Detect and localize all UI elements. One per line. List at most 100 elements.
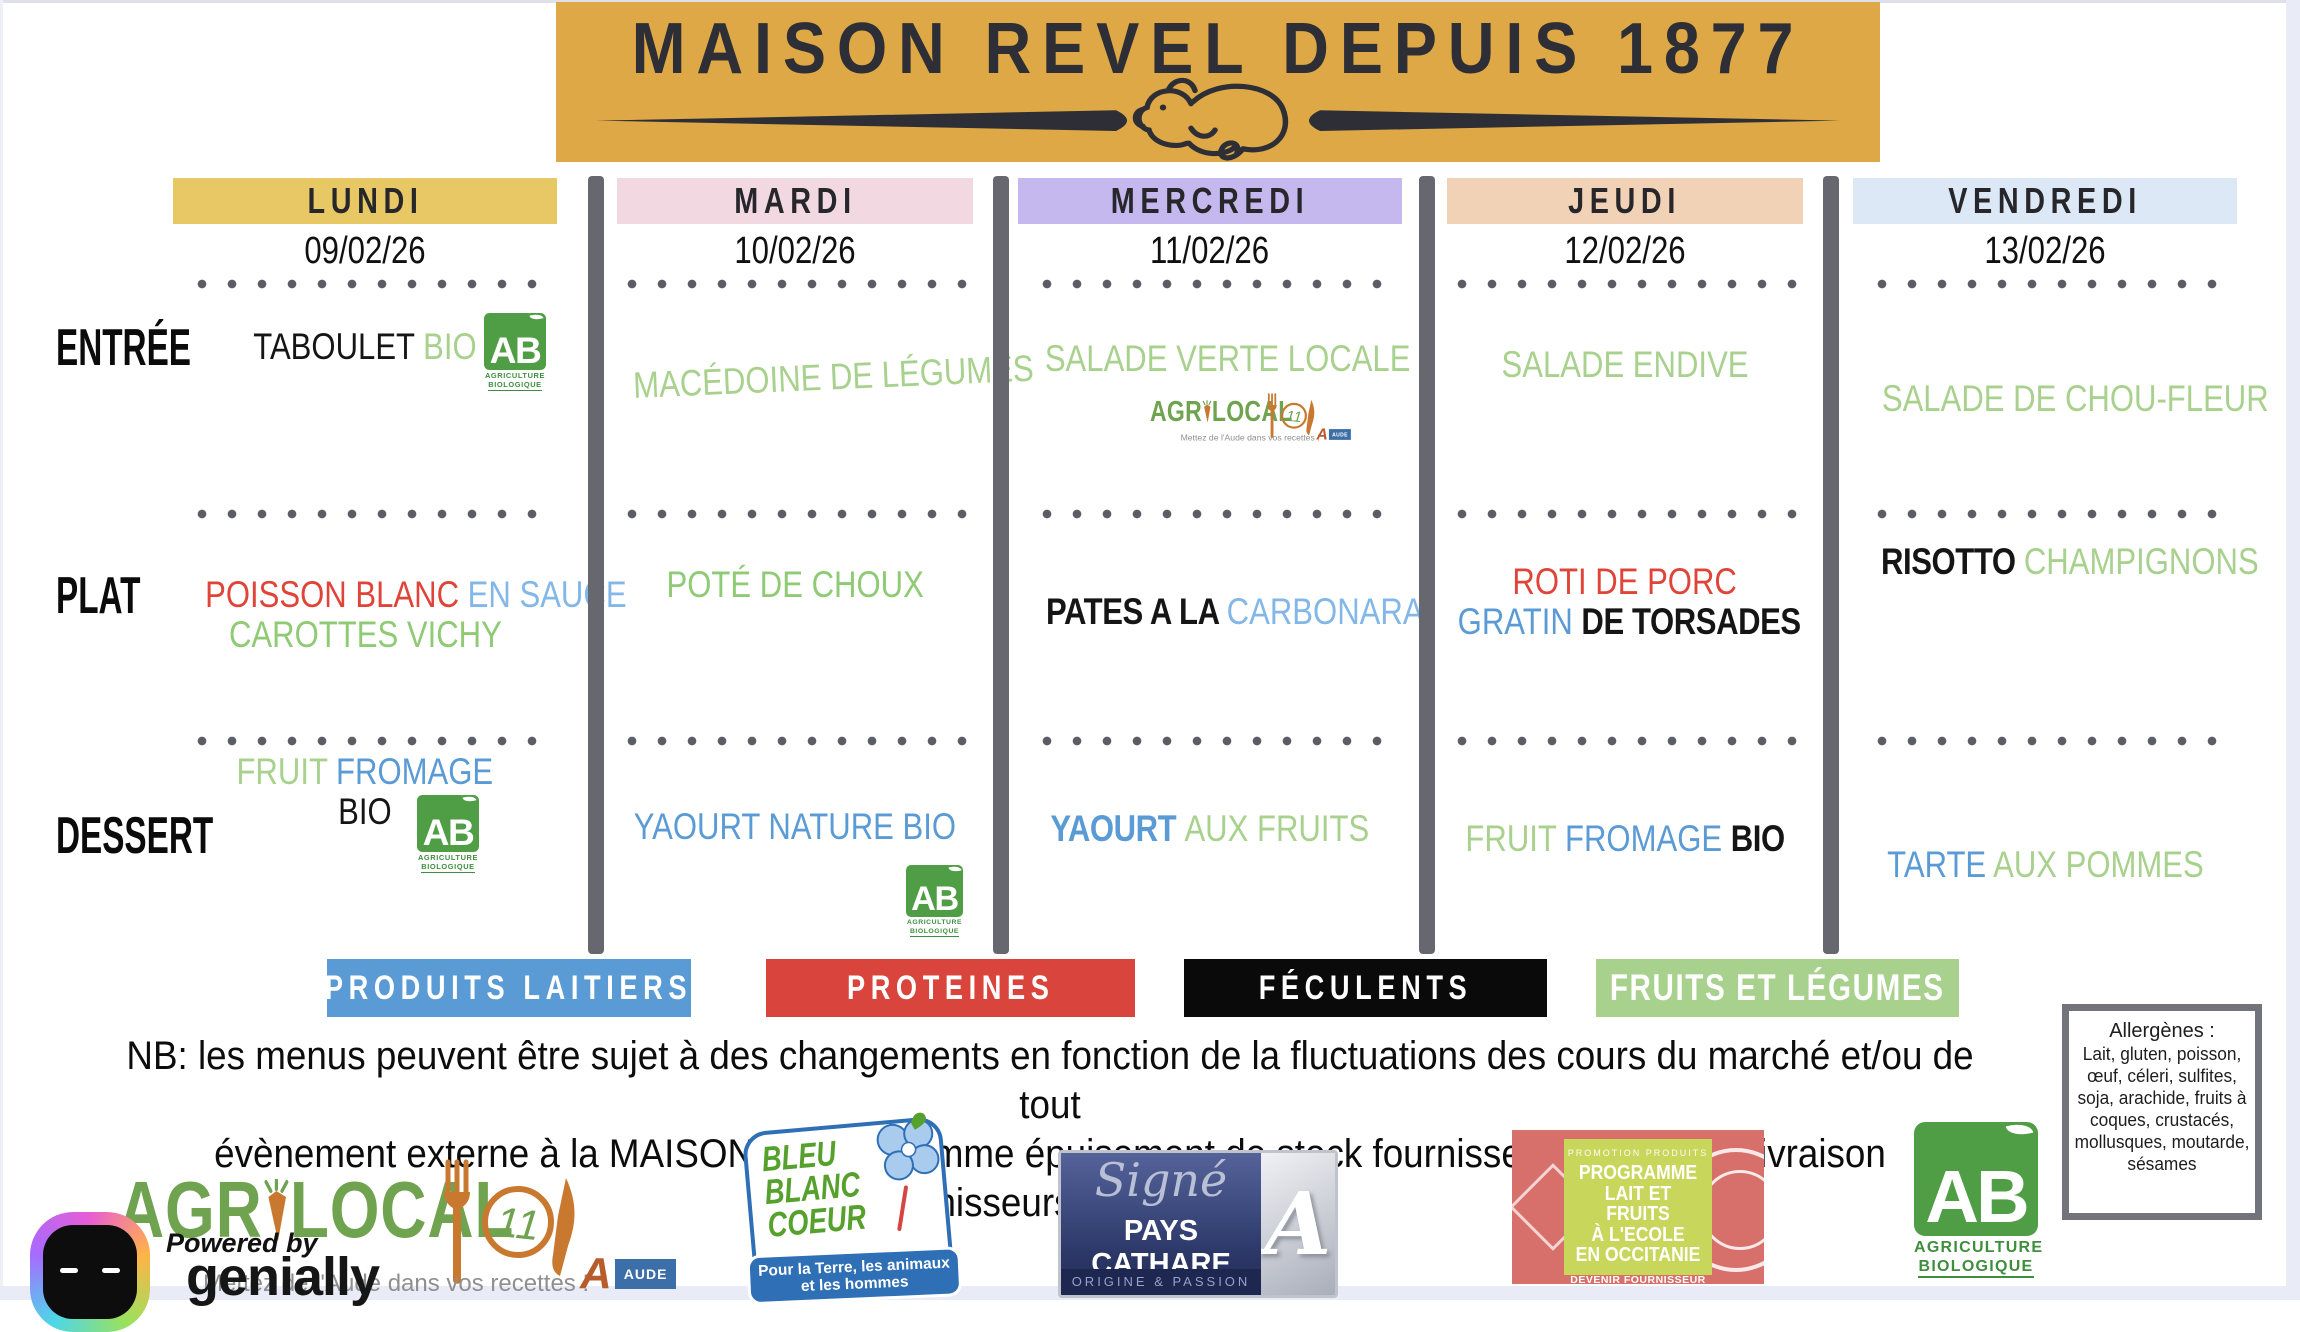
- ab-agriculture-biologique-logo: AB AGRICULTURE BIOLOGIQUE: [417, 788, 479, 873]
- legend-feculents: FÉCULENTS: [1184, 959, 1547, 1017]
- menu-item-line: GRATIN DE TORSADES: [1425, 603, 1825, 643]
- day-date: 10/02/26: [595, 230, 995, 273]
- ab-agriculture-biologique-logo: AB AGRICULTURE BIOLOGIQUE: [1914, 1108, 2044, 1279]
- day-date: 09/02/26: [165, 230, 565, 273]
- ab-letters: AB: [911, 880, 959, 919]
- menu-item-line-inner: FRUIT FROMAGE BIO: [1465, 818, 1785, 866]
- genially-badge[interactable]: [30, 1212, 150, 1332]
- ab-caption-line: AGRICULTURE: [417, 853, 479, 863]
- ab-agriculture-biologique-logo: AB AGRICULTURE BIOLOGIQUE: [906, 858, 963, 937]
- menu-item-line: PATES A LA CARBONARA: [1010, 591, 1424, 633]
- aude-a-glyph: A: [580, 1249, 612, 1298]
- agrilocal-wordmark: AGR LOCAL: [1150, 395, 1293, 428]
- menu-item-line: BIO: [165, 793, 565, 833]
- occitanie-kicker: PROMOTION PRODUITS: [1567, 1148, 1709, 1158]
- menu-item-line-inner: BIO: [338, 793, 392, 839]
- menu-item-line: FRUIT FROMAGE BIO: [1425, 820, 1825, 860]
- occitanie-title-line: PROGRAMME: [1578, 1162, 1698, 1184]
- menu-item-text: CAROTTES VICHY: [228, 614, 502, 655]
- dotted-separator: [615, 508, 975, 520]
- day-date-text: 11/02/26: [1150, 230, 1270, 272]
- occitanie-sub: DEVENIR FOURNISSEUR: [1570, 1273, 1706, 1285]
- menu-item-text: ROTI DE PORC: [1512, 561, 1738, 602]
- section-dessert: YAOURT NATURE BIO: [595, 808, 995, 848]
- ab-caption-line: BIOLOGIQUE: [906, 928, 963, 937]
- svg-text:11: 11: [494, 1198, 542, 1249]
- section-plat: RISOTTO CHAMPIGNONS: [1845, 541, 2259, 583]
- menu-item-text: YAOURT: [1050, 808, 1185, 849]
- allergens-list: Lait, gluten, poisson, œuf, céleri, sulf…: [2074, 1044, 2250, 1174]
- menu-item-line: ROTI DE PORC: [1425, 563, 1825, 603]
- section-plat: PATES A LA CARBONARA: [1010, 591, 1424, 633]
- menu-item-line-inner: ROTI DE PORC: [1513, 563, 1737, 609]
- flower-icon: [860, 1107, 954, 1205]
- menu-item-line: POTÉ DE CHOUX: [595, 566, 995, 606]
- legend-fruits-et-legumes: FRUITS ET LÉGUMES: [1596, 959, 1959, 1017]
- occitanie-title-line: LAIT ET FRUITS: [1604, 1182, 1672, 1225]
- ab-caption-line: AGRICULTURE: [1914, 1239, 2044, 1257]
- agrilocal-logo: AGR LOCAL 11 Mettez de l'Aude dans vos rece…: [1150, 392, 1359, 446]
- column-divider: [1823, 176, 1839, 954]
- ab-caption: AGRICULTURE BIOLOGIQUE: [417, 853, 479, 873]
- column-divider: [993, 176, 1009, 954]
- legend-proteines: PROTEINES: [766, 959, 1135, 1017]
- section-dessert: FRUIT FROMAGE BIO: [1425, 820, 1825, 860]
- dotted-separator: [1030, 278, 1390, 290]
- day-name-label: VENDREDI: [1948, 180, 2142, 221]
- menu-item-text: FROMAGE: [1564, 818, 1731, 859]
- ab-logo-box: AB: [906, 858, 963, 919]
- ab-caption-line: BIOLOGIQUE: [421, 861, 475, 873]
- menu-item-line: SALADE VERTE LOCALE: [1010, 340, 1411, 380]
- menu-item-line-inner: YAOURT AUX FRUITS: [1051, 810, 1370, 856]
- menu-item-line: RISOTTO CHAMPIGNONS: [1845, 541, 2259, 583]
- dotted-separator: [1030, 735, 1390, 747]
- day-name-label: JEUDI: [1568, 180, 1682, 221]
- pig-sketch-icon: [556, 68, 1880, 162]
- day-column-lundi: LUNDI 09/02/26 TABOULET BIO POISSON BLANC E…: [165, 178, 627, 954]
- menu-item-text: SALADE DE CHOU-FLEUR: [1881, 378, 2269, 419]
- menu-item-line: POISSON BLANC EN SAUCE: [165, 576, 626, 616]
- agrilocal-logo: AGR LOCAL 11 Mettez de l'Aude dans vos rece…: [118, 1156, 698, 1306]
- menu-item-text: RISOTTO: [1880, 541, 2024, 582]
- legend-label: PRODUITS LAITIERS: [325, 968, 693, 1007]
- fork-plate-knife-icon: 11: [444, 1159, 575, 1284]
- row-label-dessert: DESSERT: [56, 807, 214, 865]
- section-plat: ROTI DE PORC GRATIN DE TORSADES: [1425, 563, 1825, 643]
- page-edge-left: [0, 0, 3, 1300]
- menu-item-line-inner: SALADE DE CHOU-FLEUR: [1882, 380, 2269, 426]
- day-header-vendredi: VENDREDI: [1853, 178, 2237, 224]
- section-entree: TABOULET BIO: [165, 328, 565, 368]
- day-date: 13/02/26: [1845, 230, 2245, 273]
- fork-plate-knife-icon: 11: [1267, 393, 1315, 438]
- agrilocal-text-post: LOCAL: [289, 1165, 515, 1254]
- bbc-line: COEUR: [765, 1197, 868, 1246]
- leaf-icon: [2005, 1120, 2034, 1140]
- menu-item-text: PATES A LA: [1045, 591, 1227, 632]
- ab-caption: AGRICULTURE BIOLOGIQUE: [906, 919, 963, 937]
- agrilocal-wordmark: AGR LOCAL: [118, 1164, 514, 1256]
- ab-caption-line: AGRICULTURE: [484, 371, 546, 381]
- aude-label: AUDE: [614, 1259, 677, 1289]
- row-label-plat: PLAT: [56, 567, 141, 625]
- ab-logo-box: AB: [1914, 1108, 2038, 1238]
- agrilocal-tagline: Mettez de l'Aude dans vos recettes !: [203, 1270, 590, 1297]
- genially-wordmark: genially: [186, 1247, 380, 1307]
- menu-item-line: FRUIT FROMAGE: [165, 753, 565, 793]
- page-edge-top: [0, 0, 2300, 3]
- day-date-text: 13/02/26: [1984, 230, 2106, 272]
- section-dessert: TARTE AUX POMMES: [1845, 846, 2245, 886]
- day-header-lundi: LUNDI: [173, 178, 557, 224]
- banner-title: MAISON REVEL DEPUIS 1877: [631, 9, 1805, 89]
- menu-item-text: CHAMPIGNONS: [2023, 541, 2259, 582]
- dotted-separator: [615, 278, 975, 290]
- day-date: 11/02/26: [1010, 230, 1410, 273]
- ab-letters: AB: [1925, 1154, 2029, 1238]
- menu-item-text: AUX FRUITS: [1184, 808, 1370, 849]
- occitanie-title-line: EN OCCITANIE: [1575, 1244, 1701, 1266]
- menu-grid: LUNDI 09/02/26 TABOULET BIO POISSON BLANC E…: [165, 178, 2269, 954]
- pays-cathare-a-emblem: A: [1261, 1153, 1335, 1295]
- occitanie-title-line: À L'ECOLE: [1591, 1223, 1685, 1246]
- dotted-separator: [1445, 508, 1805, 520]
- day-column-vendredi: VENDREDI 13/02/26 SALADE DE CHOU-FLEUR RISO…: [1845, 178, 2269, 954]
- menu-item-text: CARBONARA: [1226, 591, 1424, 632]
